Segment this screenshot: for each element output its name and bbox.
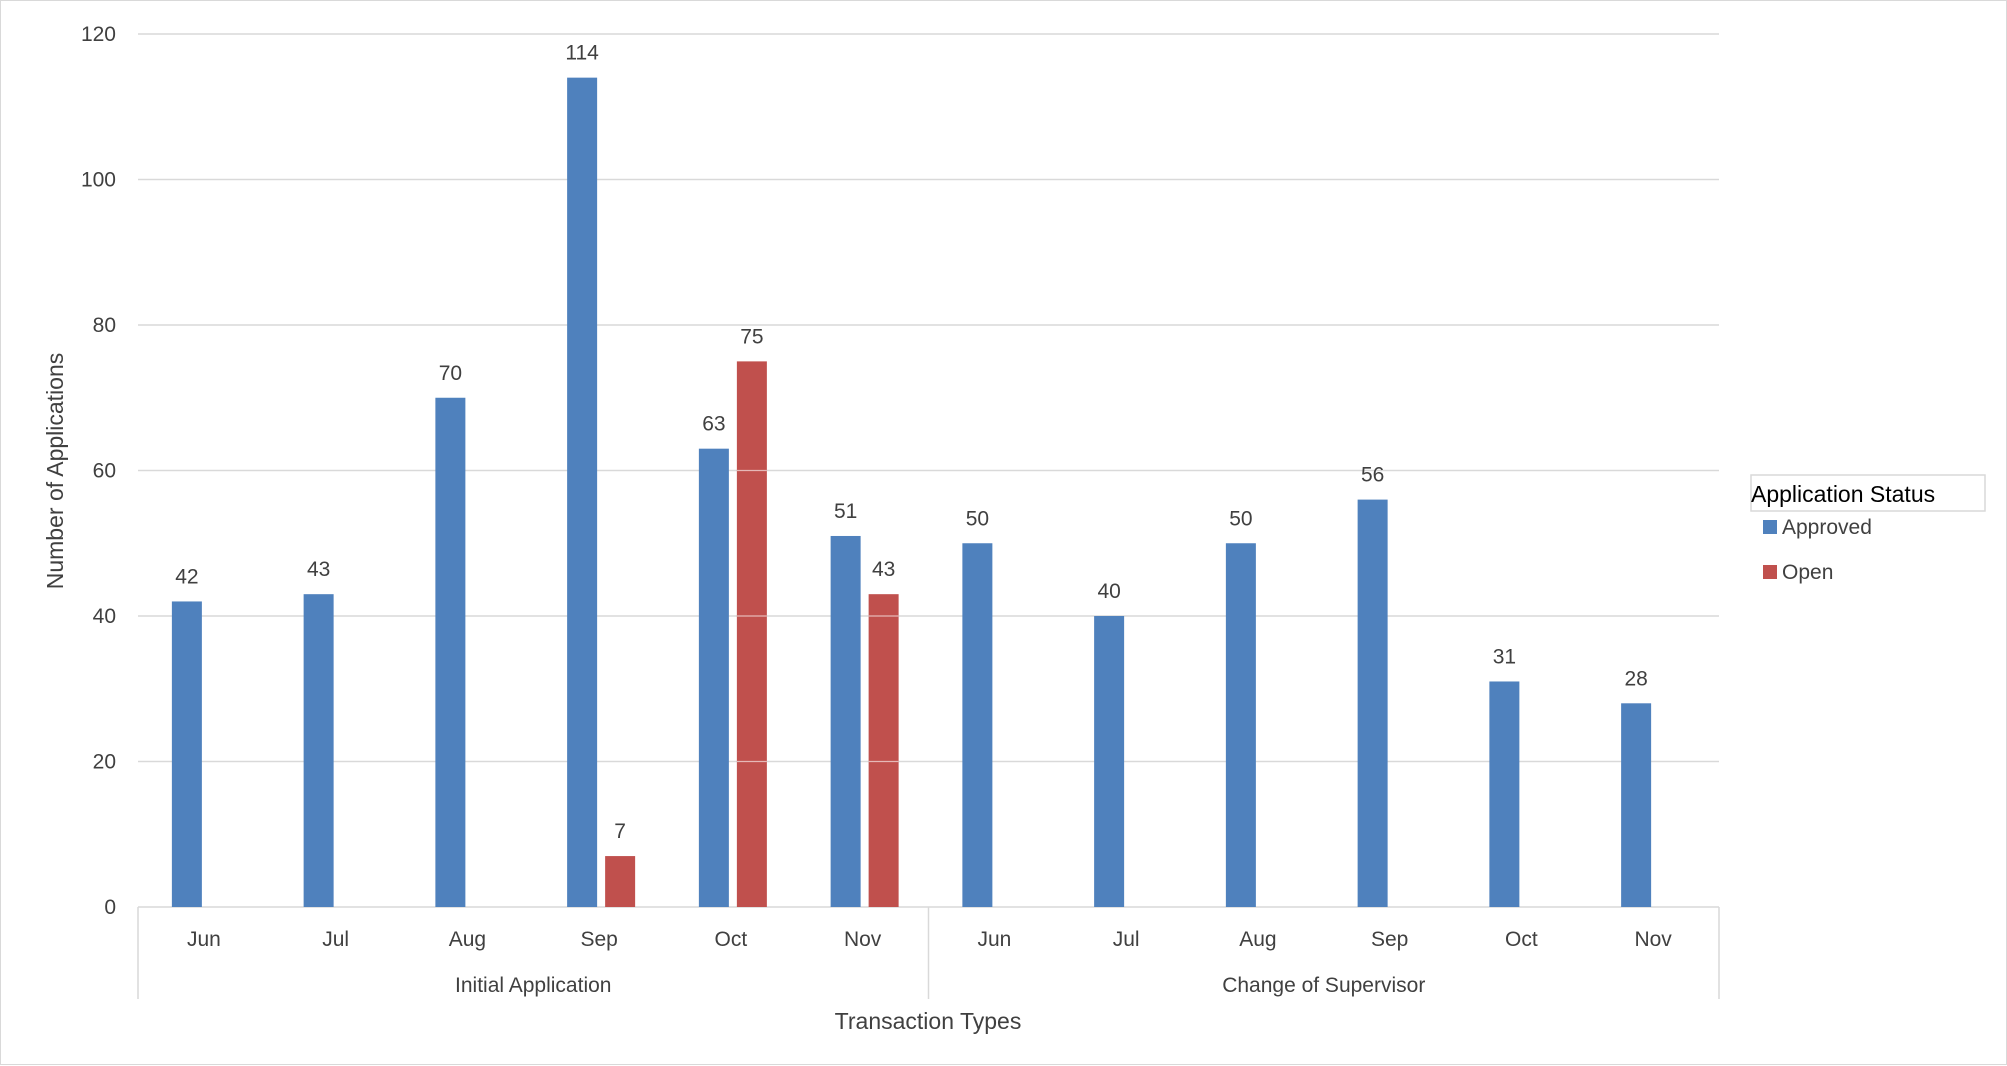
x-tick-label: Aug — [1239, 928, 1276, 951]
data-label-approved: 56 — [1361, 464, 1384, 487]
x-tick-label: Nov — [844, 928, 882, 951]
bars — [171, 77, 1652, 907]
data-label-approved: 40 — [1097, 580, 1120, 603]
data-label-approved: 70 — [439, 362, 462, 385]
data-label-open: 7 — [614, 820, 626, 843]
data-label-open: 75 — [740, 325, 763, 348]
bar-approved — [435, 397, 466, 907]
legend-title: Application Status — [1751, 481, 1935, 507]
bar-approved — [1225, 543, 1256, 907]
group-label: Change of Supervisor — [1222, 974, 1425, 997]
y-tick-label: 0 — [104, 896, 116, 919]
bar-approved — [830, 535, 861, 907]
data-label-approved: 63 — [702, 413, 725, 436]
axes: 0 20 40 60 80 100 120 Jun Jul Aug Sep Oct Nov Jun Jul A… — [81, 23, 1720, 999]
bar-approved — [1357, 499, 1388, 907]
legend: Application Status Approved Open — [1750, 474, 1986, 584]
x-tick-label: Jul — [1113, 928, 1140, 951]
data-label-approved: 43 — [307, 558, 330, 581]
legend-swatch-approved — [1763, 520, 1777, 534]
x-tick-label: Aug — [449, 928, 486, 951]
bar-approved — [303, 594, 334, 907]
x-tick-label: Oct — [715, 928, 748, 951]
y-tick-label: 40 — [93, 605, 116, 628]
y-tick-label: 20 — [93, 751, 116, 774]
y-tick-label: 100 — [81, 169, 116, 192]
legend-items: Approved Open — [1763, 516, 1872, 584]
data-label-approved: 50 — [1229, 507, 1252, 530]
y-tick-label: 60 — [93, 460, 116, 483]
x-tick-label: Jun — [977, 928, 1011, 951]
y-tick-label: 80 — [93, 314, 116, 337]
bar-approved — [698, 448, 729, 907]
x-tick-label: Sep — [580, 928, 617, 951]
bar-open — [868, 594, 899, 907]
legend-title-box — [1750, 474, 1986, 512]
x-tick-label: Oct — [1505, 928, 1538, 951]
x-tick-label: Jun — [187, 928, 221, 951]
legend-label-approved: Approved — [1782, 516, 1872, 539]
bar-approved — [962, 543, 993, 907]
bar-approved — [171, 601, 202, 907]
bar-approved — [1094, 616, 1125, 907]
gridlines — [138, 33, 1719, 763]
x-tick-label: Sep — [1371, 928, 1408, 951]
data-label-approved: 42 — [175, 565, 198, 588]
group-label: Initial Application — [455, 974, 611, 997]
bar-open — [605, 856, 636, 907]
bar-open — [736, 361, 767, 907]
x-tick-label: Nov — [1634, 928, 1672, 951]
y-tick-label: 120 — [81, 23, 116, 46]
y-axis-title: Number of Applications — [42, 353, 68, 590]
x-axis-title: Transaction Types — [835, 1008, 1022, 1034]
data-label-open: 43 — [872, 558, 895, 581]
data-label-approved: 50 — [966, 507, 989, 530]
bar-approved — [567, 77, 598, 907]
data-labels: 42 43 70 114 7 63 75 51 43 50 40 50 56 31 28 — [175, 42, 1648, 843]
data-label-approved: 31 — [1493, 645, 1516, 668]
bar-approved — [1489, 681, 1520, 907]
x-tick-label: Jul — [322, 928, 349, 951]
data-label-approved: 51 — [834, 500, 857, 523]
data-label-approved: 28 — [1624, 667, 1647, 690]
legend-label-open: Open — [1782, 561, 1833, 584]
bar-approved — [1621, 703, 1652, 907]
data-label-approved: 114 — [565, 42, 599, 65]
legend-swatch-open — [1763, 565, 1777, 579]
